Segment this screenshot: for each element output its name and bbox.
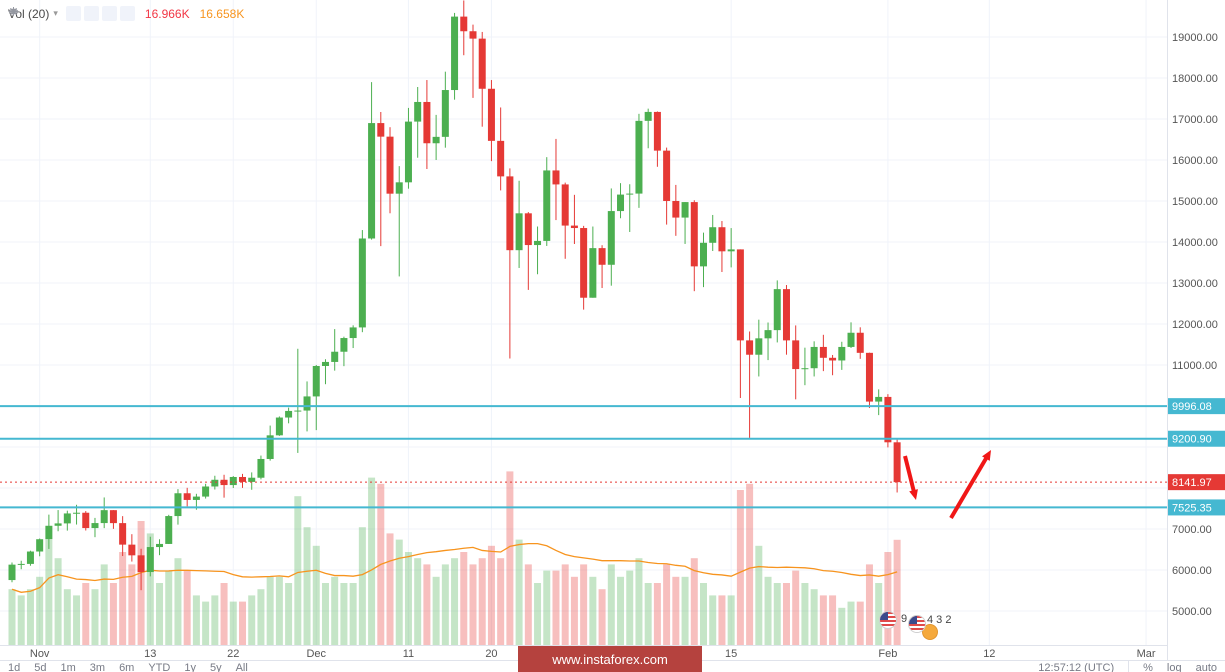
indicator-legend: Vol (20) ▾ 16.966K 16.658K: [8, 6, 244, 21]
clock-utc[interactable]: 12:57:12 (UTC): [1038, 662, 1115, 672]
event-flag-icon[interactable]: [909, 616, 925, 632]
log-scale-button[interactable]: log: [1166, 662, 1182, 672]
event-marker-counts[interactable]: 4 3 2: [927, 614, 952, 626]
percent-scale-button[interactable]: %: [1143, 662, 1153, 672]
grid-layer: [0, 0, 1167, 645]
range-6m-button[interactable]: 6m: [119, 662, 135, 672]
svg-text:9996.08: 9996.08: [1172, 401, 1212, 413]
svg-text:Dec: Dec: [306, 648, 326, 660]
svg-text:Nov: Nov: [30, 648, 50, 660]
range-1d-button[interactable]: 1d: [8, 662, 21, 672]
svg-text:19000.00: 19000.00: [1172, 32, 1218, 44]
trend-arrows[interactable]: [903, 450, 991, 520]
svg-text:Mar: Mar: [1137, 648, 1156, 660]
range-5y-button[interactable]: 5y: [209, 662, 222, 672]
svg-text:15000.00: 15000.00: [1172, 196, 1218, 208]
level-price-badge: [1167, 398, 1225, 415]
arrow-up: [949, 454, 990, 520]
svg-text:13: 13: [144, 648, 156, 660]
chevron-down-icon[interactable]: ▾: [53, 8, 58, 18]
volume-ma-value: 16.658K: [199, 6, 245, 21]
plus-icon[interactable]: [10, 6, 117, 21]
candles-layer: [8, 0, 901, 591]
svg-text:22: 22: [227, 648, 239, 660]
toolbar-divider: [1128, 661, 1130, 672]
watermark-text: www.instaforex.com: [552, 651, 668, 667]
svg-text:9200.90: 9200.90: [1172, 434, 1212, 446]
svg-text:15: 15: [725, 648, 737, 660]
svg-text:18000.00: 18000.00: [1172, 73, 1218, 85]
range-1y-button[interactable]: 1y: [184, 662, 196, 672]
visibility-icon[interactable]: [8, 6, 81, 21]
svg-text:20: 20: [485, 648, 497, 660]
instaforex-watermark[interactable]: www.instaforex.com: [518, 646, 702, 672]
svg-text:8141.97: 8141.97: [1172, 477, 1212, 489]
svg-text:Feb: Feb: [878, 648, 897, 660]
arrow-up-head: [982, 450, 991, 461]
arrow-down-head: [909, 489, 918, 500]
level-price-badge: [1167, 499, 1225, 516]
volume-bars: [8, 471, 901, 645]
settings-icon[interactable]: [9, 6, 99, 21]
range-5d-button[interactable]: 5d: [34, 662, 47, 672]
arrow-down: [903, 455, 917, 495]
price-axis[interactable]: [1167, 0, 1225, 660]
volume-current-value: 16.966K: [144, 6, 190, 21]
current-price-line: 8141.97: [0, 474, 1225, 491]
svg-text:17000.00: 17000.00: [1172, 114, 1218, 126]
close-icon[interactable]: [10, 6, 135, 21]
level-price-badge: [1167, 430, 1225, 447]
support-resistance-lines[interactable]: 9996.08 9200.90 7525.35: [0, 398, 1225, 516]
range-all-button[interactable]: All: [235, 662, 248, 672]
volume-ma-line: [11, 542, 898, 593]
svg-text:7000.00: 7000.00: [1172, 524, 1212, 536]
svg-text:5000.00: 5000.00: [1172, 606, 1212, 618]
event-dot-icon[interactable]: [923, 625, 937, 639]
svg-text:16000.00: 16000.00: [1172, 155, 1218, 167]
svg-text:12: 12: [983, 648, 995, 660]
indicator-title[interactable]: Vol (20): [8, 6, 50, 21]
svg-text:13000.00: 13000.00: [1172, 278, 1218, 290]
auto-scale-button[interactable]: auto: [1195, 662, 1217, 672]
range-3m-button[interactable]: 3m: [89, 662, 106, 672]
current-price-badge: [1167, 474, 1225, 491]
event-marker-count[interactable]: 9: [901, 613, 908, 625]
svg-text:7525.35: 7525.35: [1172, 502, 1212, 514]
svg-text:11: 11: [403, 648, 414, 660]
range-ytd-button[interactable]: YTD: [148, 662, 171, 672]
svg-text:12000.00: 12000.00: [1172, 319, 1218, 331]
svg-text:6000.00: 6000.00: [1172, 565, 1212, 577]
svg-text:14000.00: 14000.00: [1172, 237, 1218, 249]
event-flag-icon[interactable]: [880, 612, 896, 628]
svg-text:11000.00: 11000.00: [1172, 360, 1217, 372]
range-1m-button[interactable]: 1m: [60, 662, 76, 672]
